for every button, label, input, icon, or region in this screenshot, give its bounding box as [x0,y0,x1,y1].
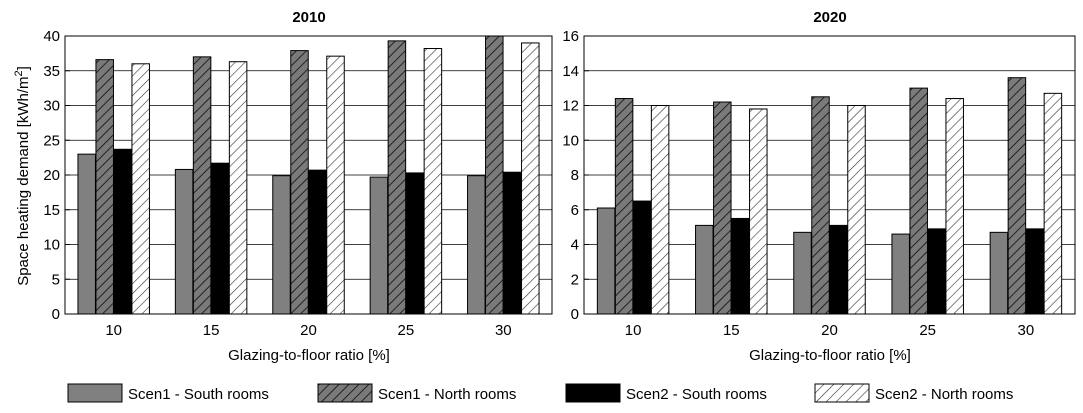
legend-label-scen2-south: Scen2 - South rooms [626,386,767,403]
bar-scen1-north-15 [713,101,732,315]
y-tick-label: 16 [562,28,579,45]
y-tick-label: 15 [43,202,60,219]
bar-scen1-north-20 [290,50,309,315]
plot-frame [583,35,1076,315]
bar-scen2-south-30 [503,171,522,315]
bar-scen2-north-10 [131,63,150,315]
x-tick-label: 15 [723,322,740,339]
legend-label-scen2-north: Scen2 - North rooms [875,386,1013,403]
y-tick-label: 30 [43,98,60,115]
bar-scen1-south-25 [891,233,910,315]
bar-scen2-north-10 [650,105,670,315]
x-tick-label: 10 [105,322,122,339]
x-tick-label: 25 [398,322,415,339]
bar-scen1-north-30 [485,35,504,315]
bar-scen2-south-20 [308,169,327,315]
bar-scen1-south-30 [467,175,486,315]
bar-scen2-north-30 [521,42,540,315]
y-tick-label: 4 [571,237,579,254]
x-tick-label: 10 [625,322,642,339]
y-axis-label-main: Space heating demand [kWh/m [15,77,32,286]
chart-title-2010: 2010 [292,9,325,26]
bar-scen1-north-30 [1007,77,1027,315]
bar-scen1-south-30 [989,231,1009,315]
x-axis-label-2020: Glazing-to-floor ratio [%] [749,347,911,364]
y-axis-label-sup: 2 [13,70,25,76]
x-tick-label: 20 [300,322,317,339]
bar-scen1-north-20 [811,96,830,315]
bar-scen2-north-20 [847,105,866,315]
bar-scen1-south-10 [596,207,616,315]
y-tick-label: 35 [43,63,60,80]
plot-frame [64,35,553,315]
y-tick-label: 10 [43,237,60,254]
x-tick-label: 20 [821,322,838,339]
bar-scen1-south-20 [793,231,812,315]
y-tick-label: 8 [571,167,579,184]
legend: Scen1 - South rooms Scen1 - North rooms … [67,383,1013,403]
bar-scen1-north-25 [909,87,928,315]
y-tick-label: 2 [571,271,579,288]
legend-label-scen1-south: Scen1 - South rooms [128,386,269,403]
chart-title-2020: 2020 [813,9,846,26]
x-tick-label: 30 [495,322,512,339]
y-tick-label: 14 [562,63,579,80]
bar-scen1-north-10 [95,59,114,315]
y-tick-label: 0 [571,306,579,323]
y-tick-label: 6 [571,202,579,219]
bar-scen1-south-25 [369,176,389,315]
legend-swatch-scen1-south [67,383,123,403]
bar-scen1-north-25 [387,40,407,315]
y-tick-label: 20 [43,167,60,184]
bar-scen2-north-15 [749,108,768,315]
bar-scen2-south-15 [210,162,230,315]
bar-scen1-north-15 [192,56,212,315]
y-tick-label: 5 [52,271,60,288]
bar-scen1-south-10 [77,153,96,315]
bar-scen2-south-25 [405,172,425,315]
y-axis-label-end: ] [15,66,32,70]
bar-scen2-south-20 [829,224,848,315]
y-tick-label: 0 [52,306,60,323]
bar-scen2-south-30 [1025,228,1045,315]
bar-scen2-north-30 [1043,92,1063,315]
bar-scen2-south-25 [927,228,946,315]
y-tick-label: 12 [562,98,579,115]
y-axis-label-2010: Space heating demand [kWh/m2] [13,66,32,286]
bar-scen2-south-15 [731,217,750,315]
x-tick-label: 25 [919,322,936,339]
chart-panel-2020: 0 2 4 6 8 10 12 14 16 10 15 20 25 30 [562,28,1076,339]
x-tick-label: 15 [203,322,220,339]
chart-panel-2010: 0 5 10 15 20 25 30 35 40 10 15 20 25 30 [43,28,553,339]
y-tick-label: 25 [43,132,60,149]
legend-label-scen1-north: Scen1 - North rooms [378,386,516,403]
legend-swatch-scen2-north [814,383,870,403]
bar-scen2-south-10 [113,148,132,315]
bar-scen2-north-20 [326,55,345,315]
bar-scen1-south-15 [174,168,194,315]
bar-scen2-north-25 [945,98,964,315]
bar-scen1-south-20 [272,175,291,315]
y-tick-label: 40 [43,28,60,45]
x-axis-label-2010: Glazing-to-floor ratio [%] [228,347,390,364]
bar-scen1-north-10 [614,98,634,315]
y-tick-label: 10 [562,132,579,149]
legend-swatch-scen2-south [565,383,621,403]
legend-swatch-scen1-north [317,383,373,403]
bar-scen1-south-15 [695,224,714,315]
bar-scen2-north-25 [423,48,443,315]
bar-scen2-south-10 [632,200,652,315]
x-tick-label: 30 [1018,322,1035,339]
bar-scen2-north-15 [228,61,248,315]
